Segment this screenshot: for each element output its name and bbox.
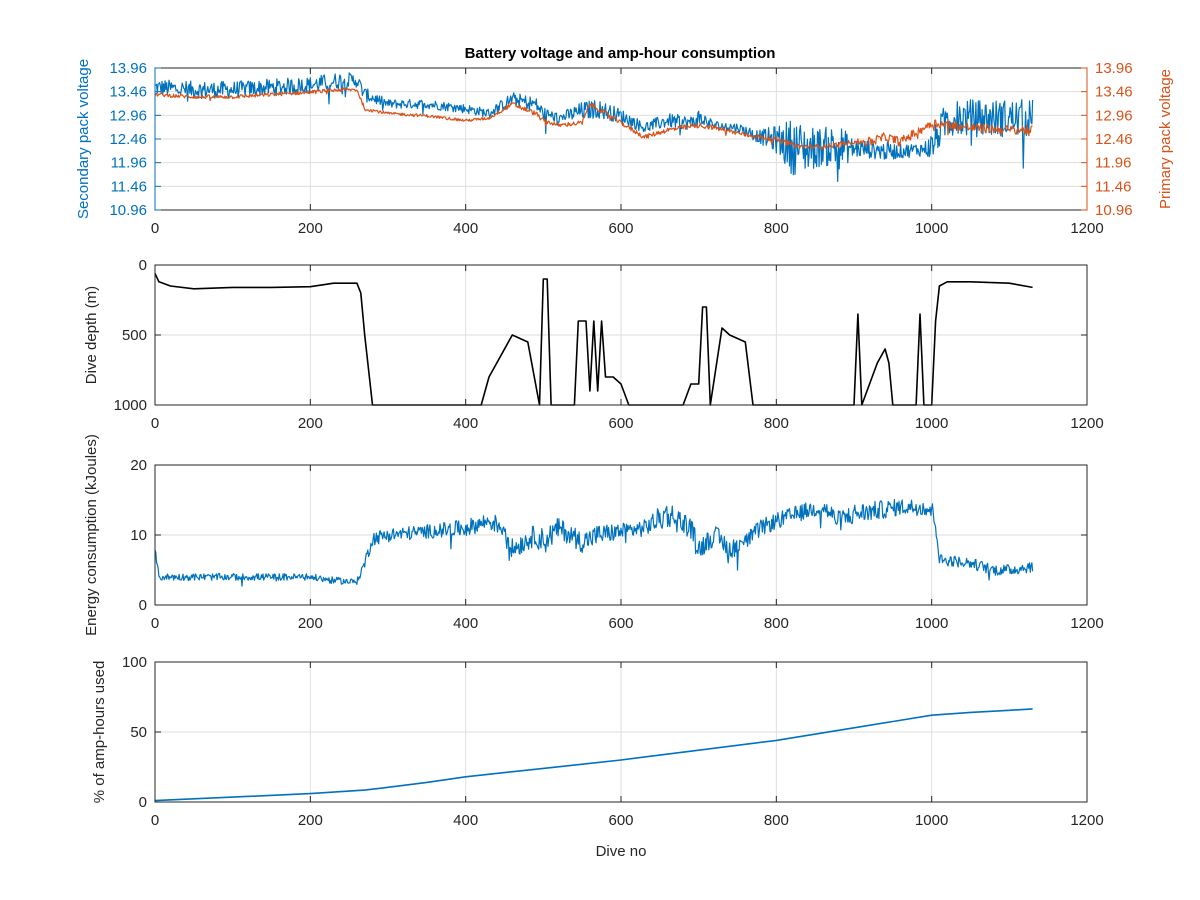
axes-root: 0 200 400 600 800 1000 120010.9611.4611.9612.4… xyxy=(75,59,1174,860)
right-y-tick-label: 12.46 xyxy=(1095,131,1133,148)
x-tick-label: 400 xyxy=(453,415,478,432)
x-tick-label: 1000 xyxy=(915,220,948,237)
x-tick-label: 200 xyxy=(298,220,323,237)
y-tick-label: 0 xyxy=(139,257,147,274)
x-tick-label: 600 xyxy=(608,220,633,237)
y-axis-label: Energy consumption (kJoules) xyxy=(83,434,100,636)
x-tick-label: 600 xyxy=(608,615,633,632)
x-tick-label: 800 xyxy=(764,615,789,632)
y-tick-label: 12.46 xyxy=(109,131,147,148)
axes-2: 0 200 400 600 800 1000 1200 0 500 1000 Dive depth … xyxy=(83,257,1104,432)
x-tick-label: 400 xyxy=(453,812,478,829)
x-tick-label: 200 xyxy=(298,415,323,432)
x-tick-label: 800 xyxy=(764,415,789,432)
y-tick-label: 11.96 xyxy=(111,155,147,172)
x-tick-label: 1200 xyxy=(1070,220,1103,237)
right-y-tick-label: 10.96 xyxy=(1095,202,1133,219)
x-tick-label: 200 xyxy=(298,812,323,829)
y-tick-label: 11.46 xyxy=(111,178,147,195)
x-tick-label: 400 xyxy=(453,220,478,237)
x-tick-label: 0 xyxy=(151,220,159,237)
y-tick-label: 0 xyxy=(139,794,147,811)
x-tick-label: 1200 xyxy=(1070,415,1103,432)
y-tick-label: 10.96 xyxy=(109,202,147,219)
x-tick-label: 600 xyxy=(608,415,633,432)
x-tick-label: 0 xyxy=(151,415,159,432)
right-y-tick-label: 11.46 xyxy=(1095,178,1131,195)
x-tick-label: 0 xyxy=(151,615,159,632)
x-tick-label: 1000 xyxy=(915,812,948,829)
y-tick-label: 13.46 xyxy=(109,84,147,101)
right-y-tick-label: 13.96 xyxy=(1095,60,1133,77)
y-tick-label: 50 xyxy=(130,724,147,741)
figure-title: Battery voltage and amp-hour consumption xyxy=(465,45,776,62)
series-line-1 xyxy=(154,708,1033,802)
right-y-tick-label: 13.46 xyxy=(1095,84,1133,101)
x-tick-label: 200 xyxy=(298,615,323,632)
y-tick-label: 1000 xyxy=(114,397,147,414)
x-tick-label: 1000 xyxy=(915,415,948,432)
y-tick-label: 12.96 xyxy=(109,107,147,124)
y-axis-label: % of amp-hours used xyxy=(91,661,108,804)
x-tick-label: 400 xyxy=(453,615,478,632)
axes-1: 0 200 400 600 800 1000 120010.9611.4611.9612.4… xyxy=(75,59,1174,237)
x-tick-label: 600 xyxy=(608,812,633,829)
right-y-axis-label: Primary pack voltage xyxy=(1157,69,1174,209)
y-axis-label: Dive depth (m) xyxy=(83,286,100,384)
y-tick-label: 500 xyxy=(122,327,147,344)
y-axis-label: Secondary pack voltage xyxy=(75,59,92,219)
right-y-tick-label: 12.96 xyxy=(1095,107,1133,124)
x-tick-label: 1200 xyxy=(1070,615,1103,632)
x-tick-label: 1000 xyxy=(915,615,948,632)
series-line-1 xyxy=(154,498,1034,587)
y-tick-label: 100 xyxy=(122,654,147,671)
x-tick-label: 0 xyxy=(151,812,159,829)
x-tick-label: 800 xyxy=(764,220,789,237)
y-tick-label: 0 xyxy=(139,597,147,614)
y-tick-label: 13.96 xyxy=(109,60,147,77)
y-tick-label: 20 xyxy=(130,457,147,474)
axes-3: 0 200 400 600 800 1000 1200 0 10 20 Energy consump… xyxy=(83,434,1104,636)
axes-4: 0 200 400 600 800 1000 1200 0 50 100 % of amp-hour… xyxy=(91,654,1104,860)
x-tick-label: 800 xyxy=(764,812,789,829)
y-tick-label: 10 xyxy=(130,527,147,544)
x-tick-label: 1200 xyxy=(1070,812,1103,829)
right-y-tick-label: 11.96 xyxy=(1095,155,1131,172)
series-line-2 xyxy=(154,87,1033,150)
x-axis-label: Dive no xyxy=(596,843,647,860)
series-line-1 xyxy=(154,72,1034,182)
